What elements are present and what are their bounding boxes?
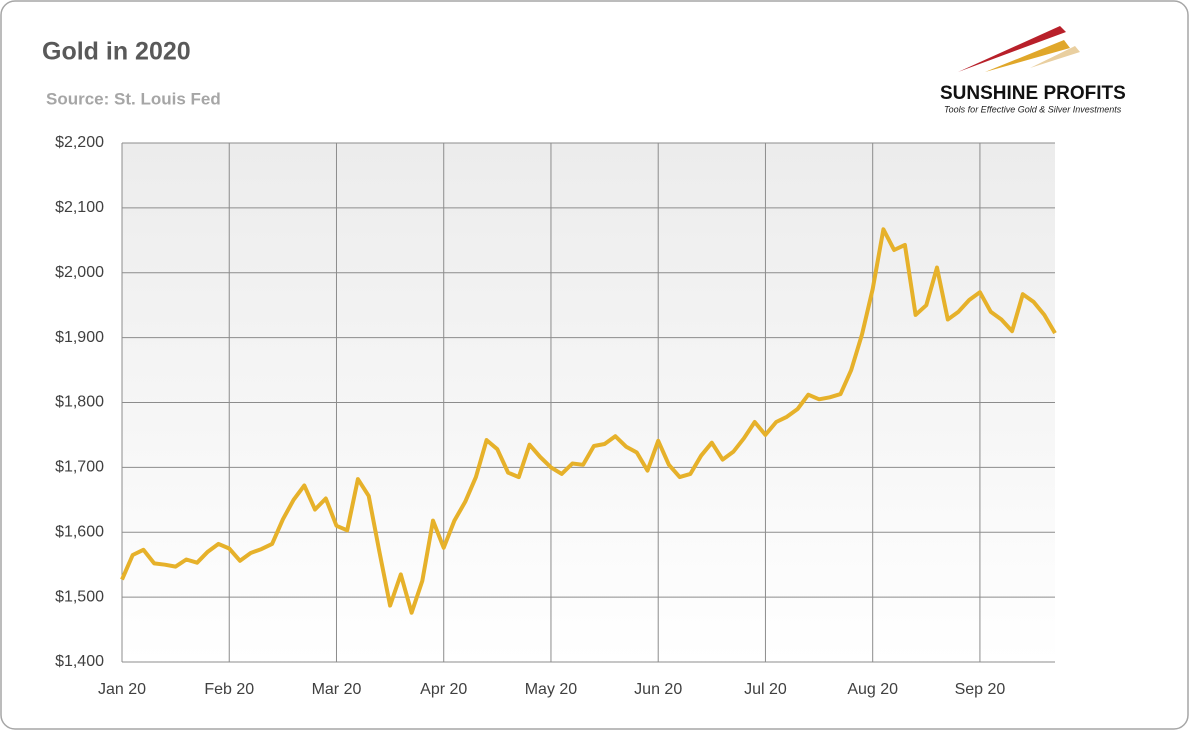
x-tick-label: Apr 20 [420, 681, 467, 698]
logo-name: SUNSHINE PROFITS [940, 83, 1126, 104]
logo-streak [1030, 46, 1080, 68]
logo-tagline: Tools for Effective Gold & Silver Invest… [944, 104, 1122, 114]
x-tick-label: May 20 [525, 681, 578, 698]
x-tick-label: Mar 20 [312, 681, 362, 698]
x-tick-label: Jun 20 [634, 681, 682, 698]
chart-title: Gold in 2020 [42, 38, 191, 66]
x-tick-label: Jul 20 [744, 681, 787, 698]
y-tick-label: $1,500 [55, 588, 104, 605]
y-tick-label: $1,700 [55, 459, 104, 476]
y-tick-label: $2,200 [55, 134, 104, 151]
x-tick-label: Sep 20 [955, 681, 1006, 698]
price-line [120, 227, 1057, 615]
y-tick-label: $1,800 [55, 394, 104, 411]
y-tick-label: $1,600 [55, 523, 104, 540]
x-tick-label: Feb 20 [204, 681, 254, 698]
y-tick-label: $2,000 [55, 264, 104, 281]
logo-streak [958, 26, 1066, 72]
y-tick-label: $1,400 [55, 653, 104, 670]
logo-streak [985, 40, 1070, 72]
chart-subtitle: Source: St. Louis Fed [46, 89, 221, 108]
x-tick-label: Aug 20 [847, 681, 898, 698]
y-tick-label: $2,100 [55, 199, 104, 216]
y-tick-label: $1,900 [55, 329, 104, 346]
logo: SUNSHINE PROFITS Tools for Effective Gol… [940, 26, 1126, 114]
x-tick-label: Jan 20 [98, 681, 146, 698]
